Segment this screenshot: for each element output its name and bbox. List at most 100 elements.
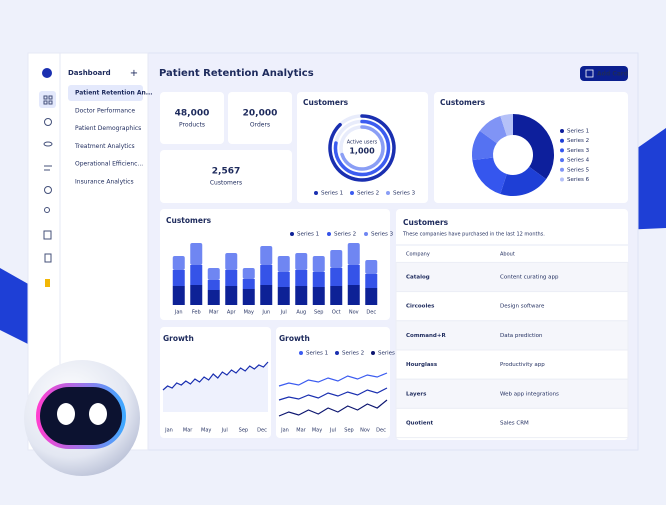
card: [160, 92, 224, 144]
add-button: +: [130, 68, 138, 79]
bar-segment: [365, 260, 378, 274]
legend-label: Series 5: [567, 167, 590, 173]
nav-item: Operational Efficienc...: [75, 161, 143, 168]
bar-segment: [347, 265, 360, 285]
center-value: 1,000: [349, 147, 375, 156]
bar-segment: [260, 265, 273, 285]
donut-slice: [500, 114, 514, 137]
bar-segment: [295, 253, 308, 270]
bar-segment: [242, 289, 255, 305]
button-label: Add Card: [597, 71, 628, 78]
x-tick-label: Feb: [192, 310, 201, 316]
legend-marker: [335, 351, 339, 355]
nav-active[interactable]: [68, 85, 143, 101]
row-about: Design software: [500, 304, 545, 310]
bar-segment: [347, 243, 360, 265]
legend-label: Series 4: [567, 158, 590, 164]
x-tick-label: Jun: [261, 310, 270, 316]
bar-segment: [295, 270, 308, 286]
bar-segment: [225, 253, 238, 270]
bar-segment: [242, 279, 255, 289]
radial-arc: [333, 119, 391, 177]
x-tick-label: May: [312, 428, 322, 434]
x-tick-label: Sep: [344, 428, 353, 434]
legend-label: Series 2: [567, 138, 589, 144]
legend-marker: [299, 351, 303, 355]
legend-label: Series 3: [393, 191, 416, 197]
nav-item: Patient Retention An...: [75, 90, 153, 97]
bar-segment: [190, 265, 203, 285]
card-title: Customers: [303, 98, 349, 107]
bar-segment: [225, 286, 238, 305]
line: [278, 399, 388, 417]
plus-icon: [585, 69, 594, 78]
card: [228, 92, 292, 144]
bar-segment: [172, 256, 185, 270]
table-row: [395, 378, 629, 409]
area: [163, 362, 268, 412]
bar-segment: [260, 285, 273, 305]
x-tick-label: Jul: [221, 428, 228, 434]
bar-segment: [312, 272, 325, 287]
donut-slice: [512, 114, 554, 180]
legend-label: Series 3: [567, 148, 590, 154]
radial-arc: [328, 114, 396, 182]
row-company: Command+R: [406, 333, 446, 339]
legend-label: Series 2: [334, 232, 356, 238]
nav-item: Insurance Analytics: [75, 179, 134, 186]
row-about: Sales CRM: [500, 421, 529, 427]
bar-segment: [365, 288, 378, 305]
table-row: [395, 320, 629, 351]
legend-marker: [386, 191, 390, 195]
donut-slice: [472, 130, 498, 161]
bar-segment: [365, 274, 378, 288]
x-tick-label: Oct: [332, 310, 341, 316]
bar-segment: [225, 270, 238, 286]
x-tick-label: Dec: [366, 310, 376, 316]
stat-value: 20,000: [243, 109, 278, 119]
bar-segment: [207, 290, 220, 305]
rail-icon: [45, 279, 50, 287]
bar-segment: [207, 268, 220, 280]
legend-marker: [290, 232, 294, 236]
legend-label: Series 1: [321, 191, 343, 197]
x-tick-label: Nov: [360, 428, 370, 434]
section-title: Dashboard: [68, 69, 111, 77]
bar-segment: [295, 286, 308, 305]
stat-value: 48,000: [175, 109, 210, 119]
x-tick-label: Jan: [164, 428, 173, 434]
bar-segment: [277, 287, 290, 305]
x-tick-label: Mar: [209, 310, 219, 316]
table-row: [395, 349, 629, 380]
bar-segment: [242, 268, 255, 279]
stat-value: 2,567: [212, 167, 240, 177]
legend-marker: [314, 191, 318, 195]
x-tick-label: Jan: [174, 310, 183, 316]
legend-marker: [560, 129, 564, 133]
row-company: Quotient: [406, 421, 434, 427]
decor: [0, 268, 30, 345]
card: [297, 92, 428, 203]
column-header: About: [500, 252, 515, 258]
nav-item: Patient Demographics: [75, 125, 141, 132]
bar-segment: [347, 285, 360, 305]
x-tick-label: Nov: [349, 310, 359, 316]
legend-marker: [364, 232, 368, 236]
bar-segment: [190, 285, 203, 305]
table-row: [395, 407, 629, 439]
bar-segment: [277, 256, 290, 272]
stat-label: Products: [179, 122, 205, 129]
bar-segment: [172, 270, 185, 286]
row-about: Productivity app: [500, 362, 545, 368]
donut-slice: [500, 166, 547, 196]
stat-label: Customers: [210, 180, 242, 187]
legend-label: Series 1: [297, 232, 319, 238]
legend-label: Series 2: [342, 351, 364, 357]
x-tick-label: Mar: [296, 428, 306, 434]
line: [278, 387, 388, 401]
radial-arc: [340, 125, 385, 171]
column-header: Company: [406, 252, 430, 258]
row-about: Data prediction: [500, 333, 543, 339]
legend-label: Series 2: [357, 191, 379, 197]
legend-marker: [560, 158, 564, 163]
